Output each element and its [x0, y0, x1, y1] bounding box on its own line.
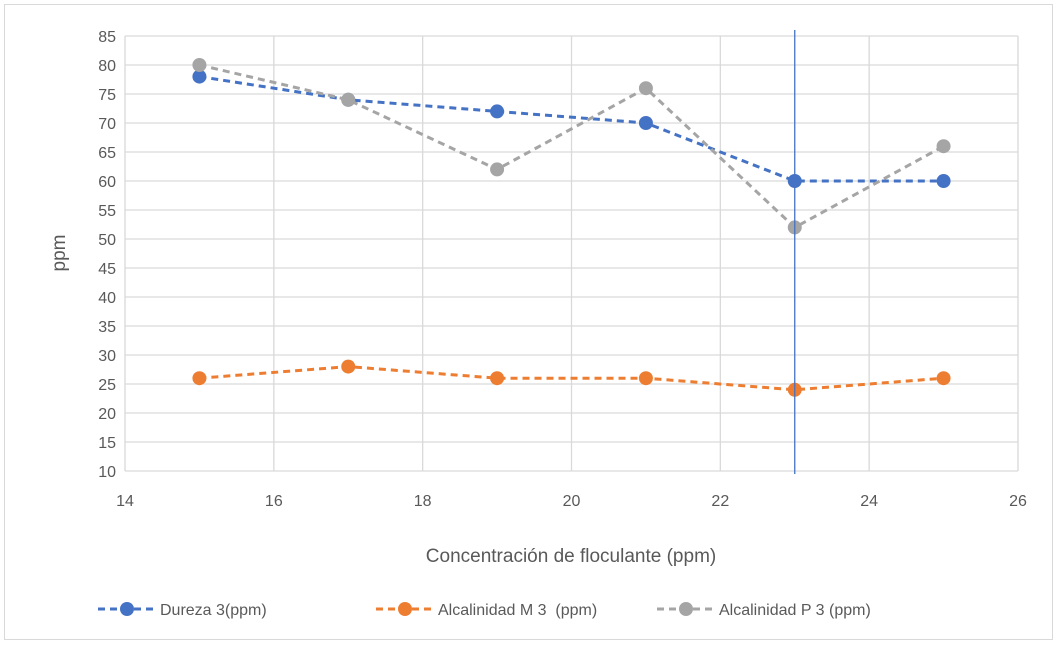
legend-item-1: Dureza 3(ppm) [98, 602, 267, 619]
legend-item-2: Alcalinidad M 3 (ppm) [376, 602, 597, 619]
legend-marker [679, 602, 693, 616]
data-point [936, 139, 951, 154]
y-tick-label: 55 [98, 203, 116, 220]
chart-border [4, 4, 1053, 640]
series-line [199, 365, 944, 392]
x-tick-label: 16 [265, 493, 283, 510]
y-axis-title: ppm [49, 235, 70, 272]
data-point [192, 69, 207, 84]
legend-item-3: Alcalinidad P 3 (ppm) [657, 602, 871, 619]
data-point [192, 58, 207, 72]
y-tick-label: 85 [98, 29, 116, 46]
y-tick-label: 65 [98, 145, 116, 162]
data-point [490, 104, 505, 119]
y-tick-label: 25 [98, 377, 116, 394]
x-tick-label: 24 [860, 493, 878, 510]
series-3 [192, 58, 951, 235]
x-tick-label: 20 [563, 493, 581, 510]
y-tick-label: 80 [98, 58, 116, 75]
y-tick-label: 30 [98, 348, 116, 365]
x-tick-label: 18 [414, 493, 432, 510]
y-tick-label: 10 [98, 464, 116, 481]
y-tick-label: 35 [98, 319, 116, 336]
legend-marker [120, 602, 134, 616]
x-tick-label: 26 [1009, 493, 1027, 510]
y-tick-label: 70 [98, 116, 116, 133]
data-point [936, 174, 951, 188]
x-tick-label: 22 [711, 493, 729, 510]
y-tick-label: 60 [98, 174, 116, 191]
data-point [490, 371, 505, 386]
legend-marker [398, 602, 412, 616]
series-2 [192, 359, 951, 397]
data-point [936, 371, 951, 386]
y-tick-label: 20 [98, 406, 116, 423]
y-tick-label: 40 [98, 290, 116, 307]
y-tick-label: 50 [98, 232, 116, 249]
data-point [192, 371, 207, 386]
x-axis-ticks: 14 16 18 20 22 24 26 [116, 493, 1027, 510]
series-line [199, 75, 944, 183]
gridlines [124, 35, 1019, 472]
legend: Dureza 3(ppm) Alcalinidad M 3 (ppm) Alcali… [98, 602, 871, 619]
x-axis-title: Concentración de floculante (ppm) [426, 546, 716, 567]
legend-label: Alcalinidad P 3 (ppm) [719, 602, 871, 619]
legend-label: Alcalinidad M 3 (ppm) [438, 602, 597, 619]
data-point [638, 81, 653, 96]
data-point [341, 92, 356, 107]
y-tick-label: 45 [98, 261, 116, 278]
y-tick-label: 15 [98, 435, 116, 452]
data-point [638, 116, 653, 130]
data-point [490, 162, 505, 177]
data-point [638, 371, 653, 386]
x-tick-label: 14 [116, 493, 134, 510]
y-axis-ticks: 10 15 20 25 30 35 40 45 50 55 60 65 70 75 80 85 [98, 29, 116, 481]
data-point [341, 359, 356, 374]
series-line [199, 63, 945, 230]
legend-label: Dureza 3(ppm) [160, 602, 267, 619]
series-group [192, 58, 951, 397]
y-tick-label: 75 [98, 87, 116, 104]
